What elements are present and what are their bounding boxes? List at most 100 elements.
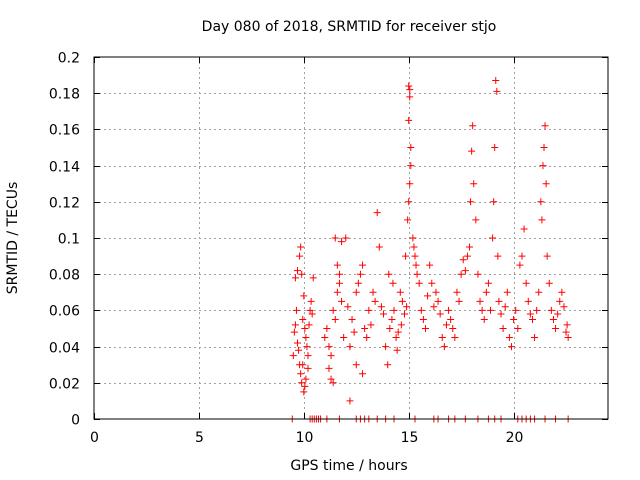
data-point [385, 270, 393, 278]
data-point [359, 261, 367, 269]
data-point [564, 334, 572, 342]
data-point [294, 339, 302, 347]
data-point [338, 238, 346, 246]
data-point [538, 216, 546, 224]
data-point [304, 364, 312, 372]
data-point [472, 216, 480, 224]
data-point [516, 261, 524, 269]
data-point [361, 325, 369, 332]
data-point [455, 297, 463, 305]
data-point [453, 288, 461, 296]
data-point [426, 261, 434, 269]
data-point [375, 243, 383, 251]
data-point [329, 379, 337, 387]
data-point [327, 352, 335, 360]
data-point [365, 306, 373, 314]
data-point [499, 325, 507, 332]
data-point [292, 306, 300, 314]
data-point [468, 147, 476, 155]
y-tick-label: 0.16 [49, 123, 80, 139]
data-point [398, 297, 406, 305]
data-point [424, 292, 432, 300]
data-point [510, 315, 518, 323]
data-point [558, 288, 566, 296]
data-point [537, 198, 545, 206]
data-point [512, 306, 520, 314]
chart-title: Day 080 of 2018, SRMTID for receiver stj… [202, 19, 497, 35]
x-tick-label: 15 [401, 430, 419, 446]
data-point [386, 325, 394, 332]
y-tick-label: 0.1 [58, 232, 80, 248]
data-point [291, 321, 299, 329]
data-point [554, 310, 562, 318]
data-point [393, 346, 401, 354]
data-point [489, 234, 497, 242]
data-point [484, 279, 492, 287]
data-point [412, 261, 420, 269]
data-point [533, 306, 541, 314]
data-point [300, 292, 308, 300]
data-point [305, 321, 313, 329]
data-point [329, 306, 337, 314]
y-axis-tick-labels: 0 0.02 0.04 0.06 0.08 0.1 0.12 0.14 0.16 0.18 0.2 [49, 51, 80, 429]
data-point [491, 144, 499, 151]
data-point [299, 361, 307, 369]
data-point [556, 297, 564, 305]
data-point [478, 306, 486, 314]
data-point [520, 225, 528, 233]
data-point [432, 288, 440, 296]
data-point [407, 144, 415, 151]
data-point [405, 82, 413, 90]
data-point [400, 310, 408, 318]
data-point [303, 343, 311, 351]
data-point [493, 87, 501, 95]
data-point [380, 310, 388, 318]
data-point [396, 288, 404, 296]
data-point [344, 303, 352, 311]
data-point [560, 303, 568, 311]
data-point [346, 397, 354, 405]
data-point [535, 288, 543, 296]
data-point [392, 334, 400, 342]
x-tick-label: 20 [506, 430, 524, 446]
data-point [407, 162, 415, 170]
data-point [352, 361, 360, 369]
data-point [461, 267, 469, 275]
data-point [327, 375, 335, 383]
data-point [404, 216, 412, 224]
data-point [410, 243, 418, 251]
data-point [335, 279, 343, 287]
x-tick-label: 0 [90, 430, 99, 446]
data-point [338, 297, 346, 305]
data-point [402, 252, 410, 260]
data-point [371, 297, 379, 305]
data-point [323, 325, 331, 332]
data-point [382, 343, 390, 351]
data-point [301, 325, 309, 332]
data-point [300, 388, 308, 396]
data-point [298, 270, 306, 278]
data-point [359, 370, 367, 378]
data-point [367, 321, 375, 329]
y-tick-label: 0.08 [49, 268, 80, 284]
data-point [394, 328, 402, 336]
x-tick-label: 5 [195, 430, 204, 446]
data-point [507, 343, 515, 351]
data-point [482, 288, 490, 296]
data-point [397, 321, 405, 329]
data-point [406, 180, 414, 188]
y-tick-label: 0.14 [49, 160, 80, 176]
data-point [298, 379, 306, 387]
data-point [413, 270, 421, 278]
data-point [542, 180, 550, 188]
data-point [434, 297, 442, 305]
data-point [297, 243, 305, 251]
data-point [459, 256, 467, 264]
data-point [295, 346, 303, 354]
data-point [373, 209, 381, 217]
y-tick-label: 0.12 [49, 196, 80, 212]
data-point [419, 315, 427, 323]
data-point [331, 315, 339, 323]
